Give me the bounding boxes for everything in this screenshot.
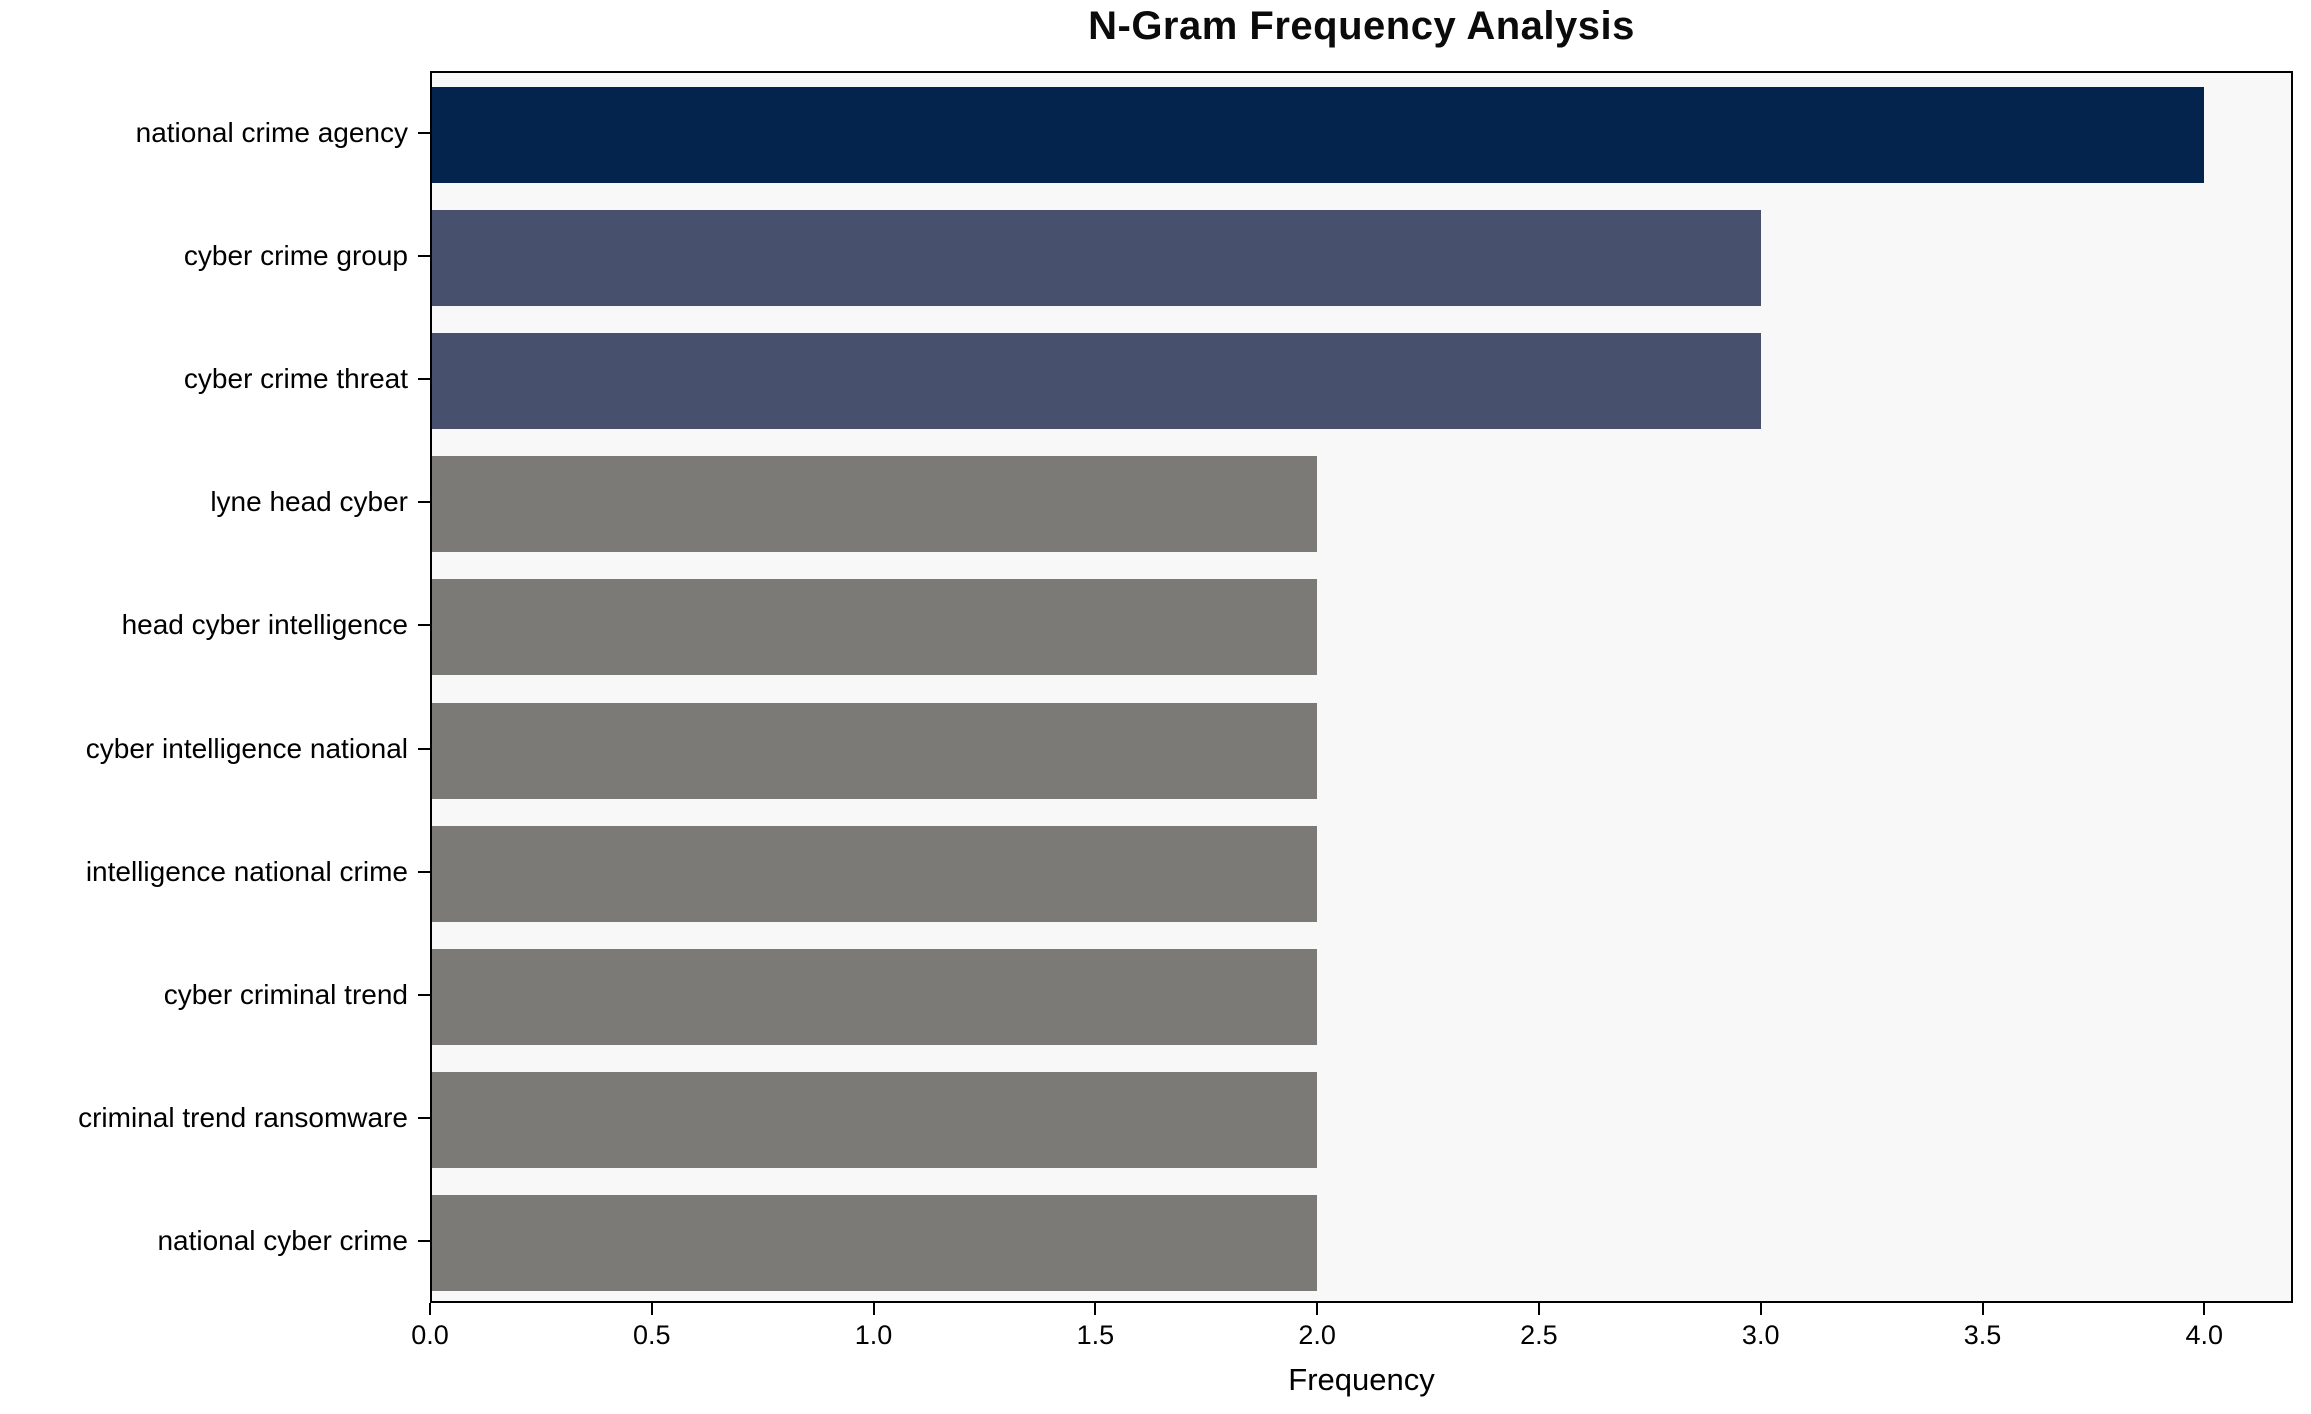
y-tick-label: cyber criminal trend [163, 979, 408, 1010]
y-tick-label: head cyber intelligence [121, 609, 408, 641]
y-tick-mark [418, 131, 430, 134]
bar-intelligence-national-crime [432, 825, 1318, 922]
y-tick-mark [418, 254, 430, 257]
bar-lyne-head-cyber [432, 456, 1318, 553]
y-tick-mark [418, 870, 430, 873]
bar-cyber-criminal-trend [432, 949, 1318, 1045]
y-tick-label: intelligence national crime [85, 855, 408, 887]
y-tick-mark [418, 624, 430, 627]
bar-criminal-trend-ransomware [432, 1072, 1318, 1169]
y-tick-mark [418, 378, 430, 380]
x-tick-label: 0.5 [633, 1320, 671, 1350]
x-tick-label: 2.5 [1520, 1320, 1558, 1350]
x-axis-title: Frequency [1288, 1362, 1435, 1397]
x-tick-mark [1981, 1303, 1984, 1315]
bar-national-crime-agency [432, 86, 2205, 183]
y-tick-label: national cyber crime [157, 1225, 408, 1257]
y-tick-mark [418, 501, 430, 504]
x-tick-label: 0.0 [411, 1320, 449, 1350]
y-tick-mark [418, 994, 430, 996]
x-tick-label: 2.0 [1298, 1320, 1336, 1350]
bar-head-cyber-intelligence [432, 579, 1318, 676]
y-tick-label: cyber crime threat [183, 363, 408, 394]
y-tick-label: lyne head cyber [210, 486, 408, 518]
x-tick-label: 3.0 [1741, 1320, 1780, 1350]
x-tick-mark [650, 1303, 653, 1315]
x-tick-mark [2203, 1303, 2206, 1315]
x-tick-mark [1094, 1303, 1097, 1315]
x-tick-mark [1537, 1303, 1540, 1315]
y-tick-label: cyber crime group [183, 239, 408, 271]
x-tick-mark [1759, 1303, 1762, 1315]
x-tick-label: 1.0 [854, 1320, 893, 1350]
x-tick-label: 1.5 [1076, 1320, 1115, 1350]
x-tick-mark [872, 1303, 875, 1315]
y-tick-label: national crime agency [135, 116, 408, 148]
y-tick-mark [418, 747, 430, 750]
y-tick-label: criminal trend ransomware [78, 1102, 408, 1134]
plot-area [430, 71, 2293, 1303]
x-tick-label: 3.5 [1963, 1320, 2002, 1350]
x-tick-label: 4.0 [2185, 1320, 2224, 1350]
x-tick-mark [429, 1303, 431, 1315]
y-tick-mark [418, 1240, 430, 1243]
y-tick-mark [418, 1117, 430, 1120]
bar-cyber-crime-threat [432, 333, 1761, 429]
bar-cyber-crime-group [432, 209, 1761, 306]
y-tick-label: cyber intelligence national [85, 732, 408, 764]
x-tick-mark [1316, 1303, 1319, 1315]
bar-cyber-intelligence-national [432, 702, 1318, 799]
bar-national-cyber-crime [432, 1195, 1318, 1292]
chart-title: N-Gram Frequency Analysis [1088, 4, 1635, 48]
